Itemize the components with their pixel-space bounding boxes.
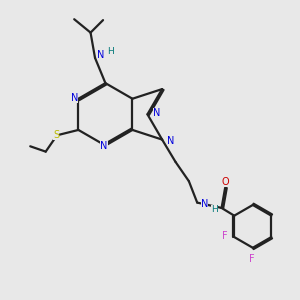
Text: H: H [107,47,114,56]
Text: N: N [201,199,208,209]
Text: N: N [167,136,175,146]
Text: O: O [222,177,230,187]
Text: H: H [212,205,218,214]
Text: N: N [97,50,104,61]
Text: F: F [222,232,228,242]
Text: N: N [153,108,160,118]
Text: N: N [100,141,108,151]
Text: S: S [53,130,59,140]
Text: N: N [71,93,78,103]
Text: F: F [249,254,255,264]
